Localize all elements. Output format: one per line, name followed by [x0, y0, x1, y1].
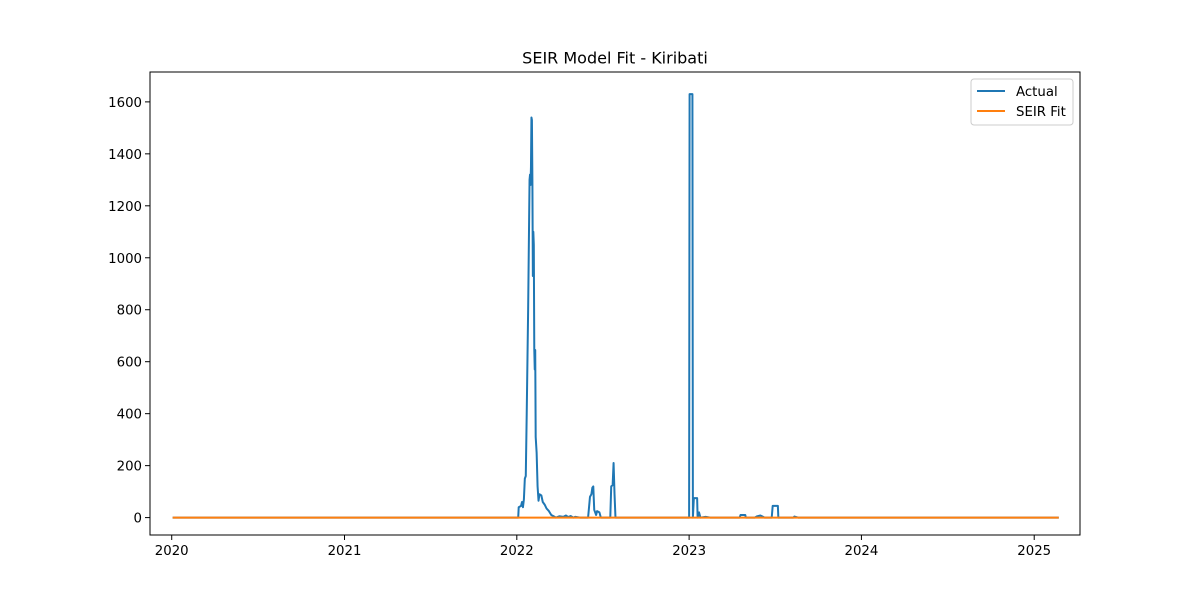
x-tick-label: 2022	[500, 544, 534, 559]
x-tick-label: 2023	[672, 544, 706, 559]
x-tick-label: 2024	[845, 544, 879, 559]
y-tick-label: 1400	[108, 148, 142, 163]
legend-label-actual: Actual	[1016, 85, 1058, 100]
y-tick-label: 600	[117, 356, 142, 371]
axes-frame	[149, 71, 1081, 536]
y-tick-label: 200	[117, 460, 142, 475]
y-tick-label: 1600	[108, 96, 142, 111]
plot-area: 2020 2021 2022 2023 2024 2025 0 200 400 600 800 10…	[108, 71, 1081, 559]
legend: Actual SEIR Fit	[970, 78, 1074, 126]
y-tick-label: 800	[117, 304, 142, 319]
y-tick-label: 400	[117, 408, 142, 423]
chart-title: SEIR Model Fit - Kiribati	[522, 49, 708, 68]
x-axis: 2020 2021 2022 2023 2024 2025	[155, 535, 1051, 559]
y-tick-label: 0	[134, 512, 142, 527]
x-tick-label: 2021	[328, 544, 362, 559]
x-tick-label: 2025	[1017, 544, 1051, 559]
y-tick-label: 1200	[108, 200, 142, 215]
y-axis: 0 200 400 600 800 1000 1200 1400 1600	[108, 96, 150, 527]
legend-label-seir-fit: SEIR Fit	[1016, 105, 1066, 120]
y-tick-label: 1000	[108, 252, 142, 267]
x-tick-label: 2020	[155, 544, 189, 559]
series-layer	[172, 93, 1059, 519]
